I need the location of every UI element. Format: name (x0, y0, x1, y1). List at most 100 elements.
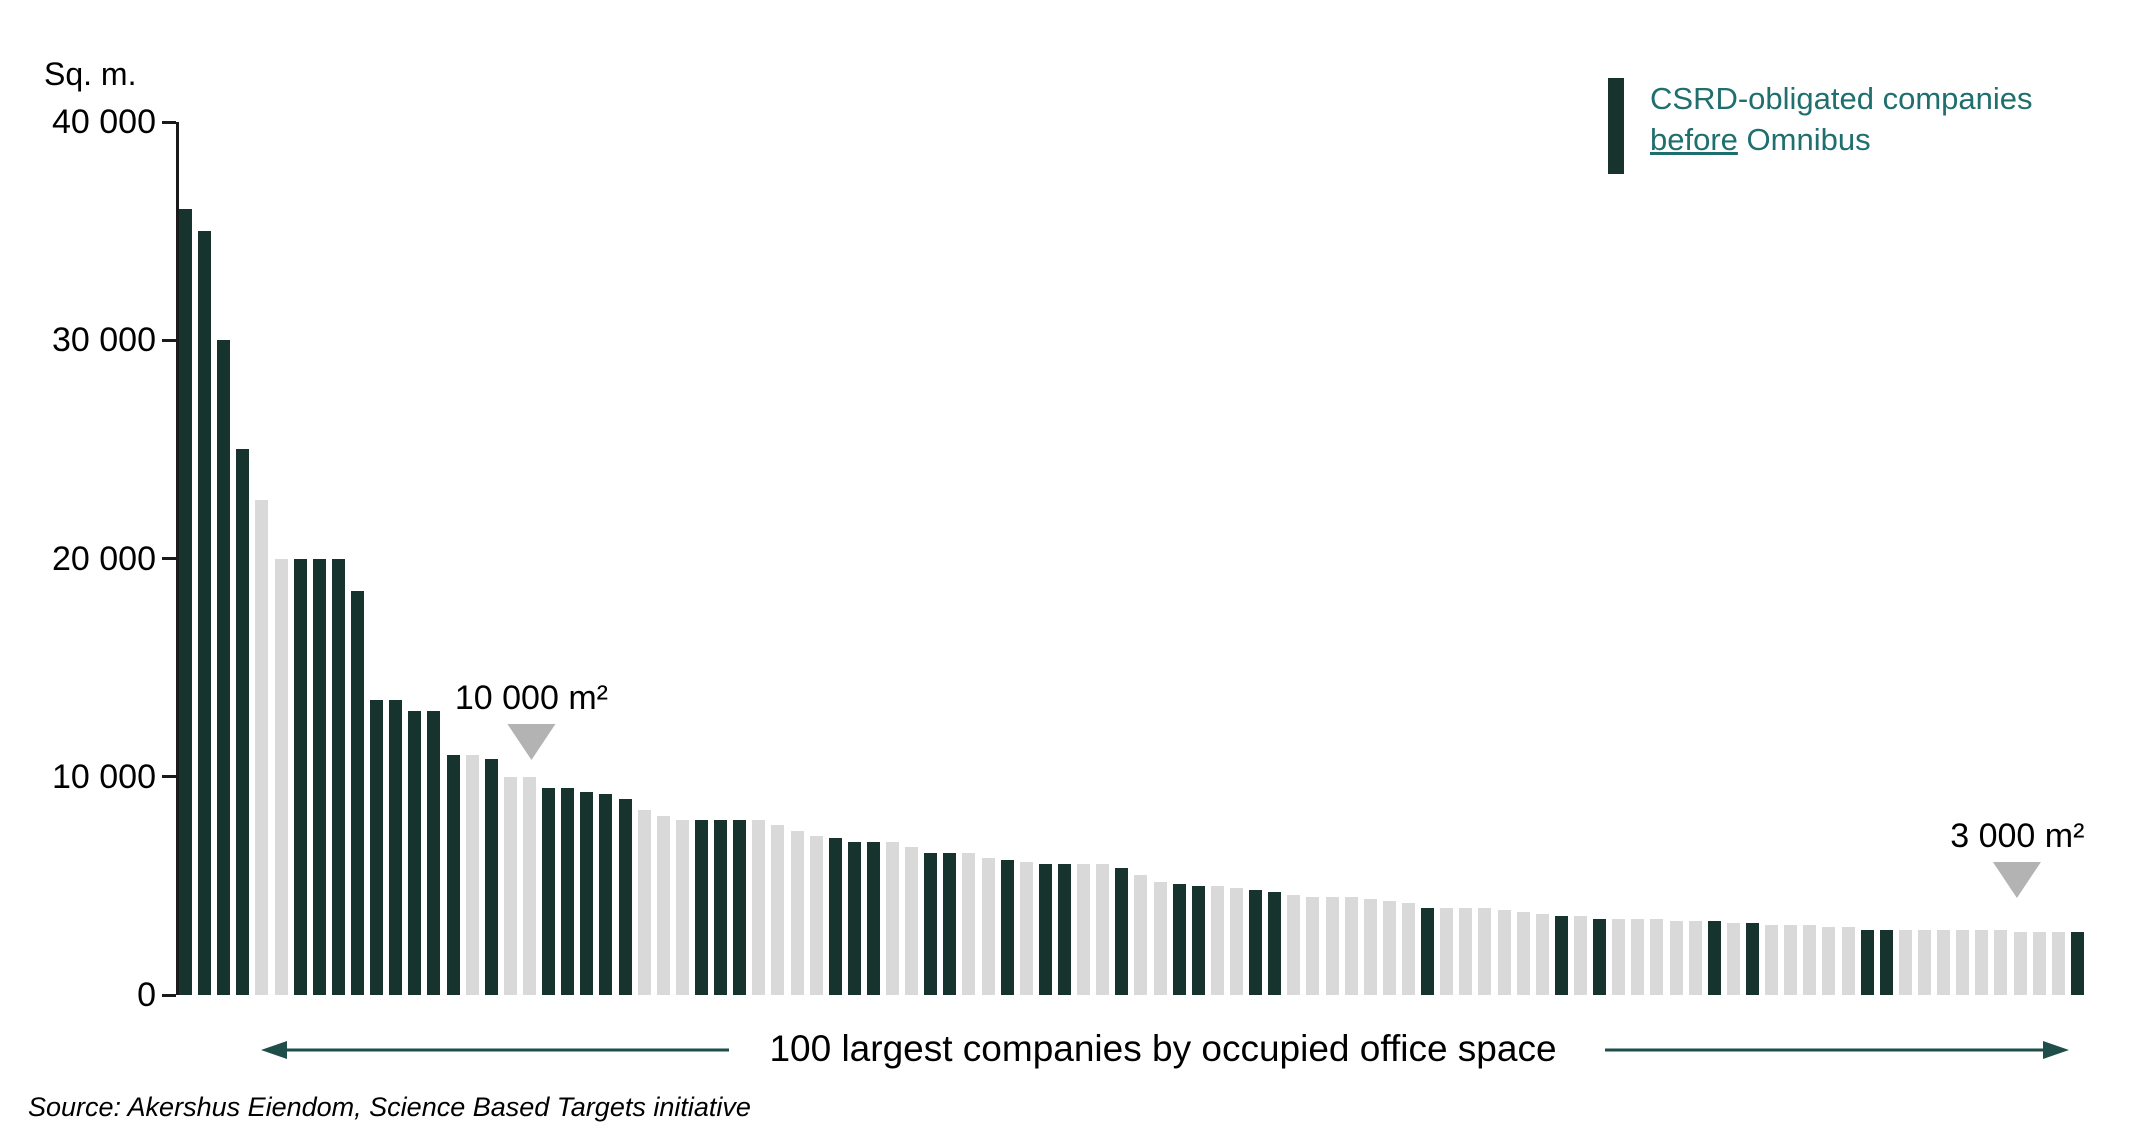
bar (905, 846, 919, 995)
bar (1038, 864, 1052, 995)
y-tick-label: 30 000 (52, 321, 156, 360)
bar (1000, 859, 1014, 995)
bar (1669, 920, 1683, 995)
bar (1268, 892, 1282, 995)
annotation-3000-label: 3 000 m² (1950, 817, 2085, 855)
bar (694, 820, 708, 995)
bar (1860, 929, 1874, 995)
bar (350, 591, 364, 995)
bar (866, 842, 880, 995)
bar (1688, 920, 1702, 995)
bar (1879, 929, 1893, 995)
y-tick-label: 0 (137, 976, 156, 1014)
bar (1478, 907, 1492, 995)
y-axis-unit-label: Sq. m. (44, 56, 137, 92)
bar (1898, 929, 1912, 995)
bar (465, 754, 479, 995)
bar (1230, 888, 1244, 995)
bar (1382, 901, 1396, 995)
bar (389, 700, 403, 995)
bar (1631, 918, 1645, 995)
source-note: Source: Akershus Eiendom, Science Based … (28, 1092, 751, 1122)
bar (1172, 883, 1186, 995)
bar (1115, 868, 1129, 995)
x-axis-caption: 100 largest companies by occupied office… (769, 1028, 1557, 1069)
legend: CSRD-obligated companies before Omnibus (1608, 78, 2033, 174)
bar (1440, 907, 1454, 995)
bar (1153, 881, 1167, 995)
bar (542, 787, 556, 995)
legend-label: CSRD-obligated companies before Omnibus (1650, 78, 2033, 160)
y-tick-label: 10 000 (52, 757, 156, 796)
bar (1573, 916, 1587, 995)
bar (1994, 929, 2008, 995)
bar (1134, 874, 1148, 995)
bar (828, 837, 842, 995)
bar (1707, 920, 1721, 995)
y-tick-label: 40 000 (52, 103, 156, 141)
bar (2070, 931, 2084, 995)
bar (675, 820, 689, 995)
bar (962, 853, 976, 995)
bar (924, 853, 938, 995)
bar (1363, 898, 1377, 995)
bar (1593, 918, 1607, 995)
bar (2013, 931, 2027, 995)
bar (809, 835, 823, 995)
y-tick-mark (162, 557, 176, 560)
bar (943, 853, 957, 995)
bar (2051, 931, 2065, 995)
bar (1554, 916, 1568, 995)
bar (1975, 929, 1989, 995)
bar (714, 820, 728, 995)
bar (1019, 861, 1033, 995)
bar (1287, 894, 1301, 995)
bar (1784, 925, 1798, 995)
legend-label-line1: CSRD-obligated companies (1650, 81, 2033, 116)
bar (331, 558, 345, 995)
bar (771, 824, 785, 995)
bar (1612, 918, 1626, 995)
bar (599, 794, 613, 995)
bar (1210, 885, 1224, 995)
bar (790, 831, 804, 995)
bar (446, 754, 460, 995)
bar (1058, 864, 1072, 995)
bar (274, 558, 288, 995)
bar (427, 711, 441, 995)
bar (1822, 927, 1836, 995)
bar (580, 792, 594, 995)
bar (618, 798, 632, 995)
bar (1421, 907, 1435, 995)
y-tick-mark (162, 993, 176, 997)
bar (733, 820, 747, 995)
bar (981, 857, 995, 995)
bar (1191, 885, 1205, 995)
bar (1402, 903, 1415, 995)
bar (1306, 896, 1320, 995)
bar (847, 842, 861, 995)
legend-label-underlined-word: before (1650, 122, 1738, 157)
bar (1650, 918, 1664, 995)
bar (886, 842, 900, 995)
bar (1077, 864, 1091, 995)
bar (293, 558, 307, 995)
bar (656, 816, 670, 995)
bar (503, 776, 517, 995)
bar (1745, 922, 1759, 995)
annotation-3000: 3 000 m² (1950, 816, 2084, 898)
bar (1459, 907, 1473, 995)
y-tick-mark (162, 120, 176, 124)
legend-bar-swatch (1608, 78, 1624, 174)
y-tick-label: 20 000 (52, 539, 156, 578)
bar (1516, 912, 1530, 995)
bar (1249, 890, 1263, 995)
bar (217, 340, 231, 995)
bar (1325, 896, 1339, 995)
bar (1497, 909, 1511, 995)
bar (1535, 914, 1549, 995)
legend-label-line2-rest: Omnibus (1737, 122, 1871, 157)
bar (255, 499, 269, 995)
bar (1803, 925, 1817, 995)
